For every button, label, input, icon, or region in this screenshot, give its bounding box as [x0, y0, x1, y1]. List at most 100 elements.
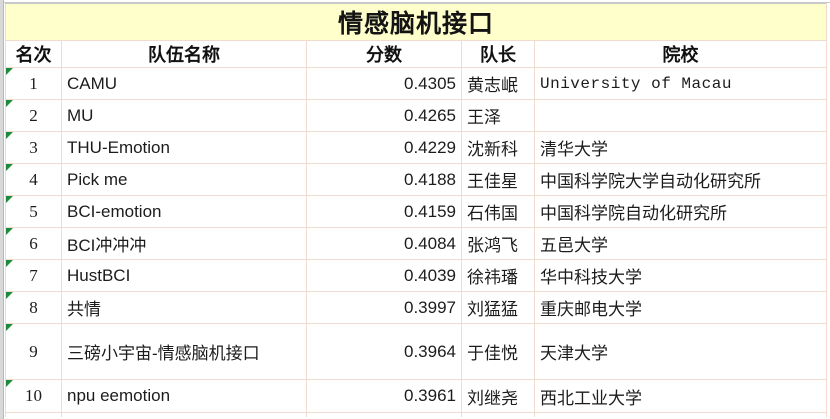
table-row[interactable]: 8 共情 0.3997 刘猛猛 重庆邮电大学 [5, 291, 828, 324]
cell-institution[interactable]: 华中科技大学 [533, 259, 828, 292]
table-row[interactable]: 1 CAMU 0.4305 黄志岷 University of Macau [5, 67, 828, 100]
cell-rank-value: 2 [29, 105, 38, 125]
bottom-cut-row-sliver [5, 412, 828, 417]
cell-team-leader[interactable]: 刘猛猛 [461, 291, 535, 324]
cell-score[interactable]: 0.4305 [306, 67, 462, 100]
error-triangle-icon [6, 324, 13, 331]
cell-rank-value: 7 [29, 265, 38, 285]
cell-team-leader[interactable]: 黄志岷 [461, 67, 535, 100]
cell-team-name[interactable]: CAMU [61, 67, 307, 100]
cell-rank[interactable]: 3 [5, 131, 62, 164]
cell-score[interactable]: 0.3964 [306, 323, 462, 380]
cell-score[interactable]: 0.4188 [306, 163, 462, 196]
title-banner-row: 情感脑机接口 [4, 3, 828, 41]
cell-rank[interactable]: 4 [5, 163, 62, 196]
column-header-org[interactable]: 院校 [533, 40, 828, 68]
cell-institution[interactable]: 天津大学 [533, 323, 828, 380]
sliver-cell [306, 412, 462, 417]
cell-team-leader[interactable]: 沈新科 [461, 131, 535, 164]
cell-rank-value: 6 [29, 233, 38, 253]
cell-team-leader[interactable]: 王泽 [461, 99, 535, 132]
sliver-cell [461, 412, 535, 417]
column-header-score[interactable]: 分数 [306, 40, 462, 68]
cell-institution[interactable]: 重庆邮电大学 [533, 291, 828, 324]
cell-institution[interactable]: University of Macau [533, 67, 828, 100]
table-row[interactable]: 9 三磅小宇宙-情感脑机接口 0.3964 于佳悦 天津大学 [5, 323, 828, 380]
cell-institution[interactable]: 清华大学 [533, 131, 828, 164]
error-triangle-icon [6, 292, 13, 299]
cell-team-leader[interactable]: 张鸿飞 [461, 227, 535, 260]
cell-score[interactable]: 0.4039 [306, 259, 462, 292]
table-row[interactable]: 5 BCI-emotion 0.4159 石伟国 中国科学院自动化研究所 [5, 195, 828, 228]
error-triangle-icon [6, 164, 13, 171]
sliver-cell [533, 412, 828, 417]
table-row[interactable]: 7 HustBCI 0.4039 徐祎璠 华中科技大学 [5, 259, 828, 292]
cell-rank[interactable]: 1 [5, 67, 62, 100]
cell-team-leader[interactable]: 石伟国 [461, 195, 535, 228]
cell-team-name[interactable]: 共情 [61, 291, 307, 324]
cell-institution[interactable]: 中国科学院大学自动化研究所 [533, 163, 828, 196]
cell-team-name[interactable]: npu eemotion [61, 379, 307, 413]
table-row[interactable]: 4 Pick me 0.4188 王佳星 中国科学院大学自动化研究所 [5, 163, 828, 196]
cell-score[interactable]: 0.4084 [306, 227, 462, 260]
sliver-cell [61, 412, 307, 417]
cell-rank-value: 4 [29, 169, 38, 189]
cell-rank-value: 1 [29, 73, 38, 93]
ranking-table: 情感脑机接口 名次 队伍名称 分数 队长 院校 1 CAMU 0.4305 黄志岷 Un… [4, 3, 828, 417]
cell-rank[interactable]: 8 [5, 291, 62, 324]
cell-team-leader[interactable]: 刘继尧 [461, 379, 535, 413]
cell-team-name[interactable]: BCI-emotion [61, 195, 307, 228]
ranking-table-container: 情感脑机接口 名次 队伍名称 分数 队长 院校 1 CAMU 0.4305 黄志岷 Un… [4, 3, 828, 417]
sliver-cell [5, 412, 62, 417]
row-header-gutter[interactable] [0, 0, 4, 419]
error-triangle-icon [6, 380, 13, 387]
cell-team-leader[interactable]: 王佳星 [461, 163, 535, 196]
cell-rank-value: 5 [29, 201, 38, 221]
column-header-team[interactable]: 队伍名称 [61, 40, 307, 68]
error-triangle-icon [6, 260, 13, 267]
error-triangle-icon [6, 132, 13, 139]
column-header-lead[interactable]: 队长 [461, 40, 535, 68]
cell-team-name[interactable]: Pick me [61, 163, 307, 196]
cell-rank-value: 3 [29, 137, 38, 157]
cell-rank-value: 8 [29, 297, 38, 317]
table-row[interactable]: 2 MU 0.4265 王泽 [5, 99, 828, 132]
cell-team-leader[interactable]: 于佳悦 [461, 323, 535, 380]
cell-rank[interactable]: 7 [5, 259, 62, 292]
cell-rank[interactable]: 9 [5, 323, 62, 380]
error-triangle-icon [6, 100, 13, 107]
cell-institution[interactable]: 五邑大学 [533, 227, 828, 260]
cell-score[interactable]: 0.4265 [306, 99, 462, 132]
column-header-rank[interactable]: 名次 [5, 40, 62, 68]
cell-team-name[interactable]: HustBCI [61, 259, 307, 292]
column-header-row: 名次 队伍名称 分数 队长 院校 [5, 40, 828, 68]
cell-rank-value: 9 [29, 341, 38, 361]
cell-team-leader[interactable]: 徐祎璠 [461, 259, 535, 292]
cell-score[interactable]: 0.3997 [306, 291, 462, 324]
cell-score[interactable]: 0.4229 [306, 131, 462, 164]
cell-score[interactable]: 0.4159 [306, 195, 462, 228]
cell-rank-value: 10 [25, 386, 42, 405]
cell-rank[interactable]: 5 [5, 195, 62, 228]
error-triangle-icon [6, 196, 13, 203]
table-row[interactable]: 6 BCI冲冲冲 0.4084 张鸿飞 五邑大学 [5, 227, 828, 260]
cell-rank[interactable]: 2 [5, 99, 62, 132]
error-triangle-icon [6, 68, 13, 75]
cell-score[interactable]: 0.3961 [306, 379, 462, 413]
cell-team-name[interactable]: BCI冲冲冲 [61, 227, 307, 260]
table-row[interactable]: 3 THU-Emotion 0.4229 沈新科 清华大学 [5, 131, 828, 164]
table-row[interactable]: 10 npu eemotion 0.3961 刘继尧 西北工业大学 [5, 379, 828, 413]
ranking-table-body: 情感脑机接口 名次 队伍名称 分数 队长 院校 1 CAMU 0.4305 黄志岷 Un… [4, 3, 828, 417]
cell-team-name[interactable]: MU [61, 99, 307, 132]
cell-team-name[interactable]: THU-Emotion [61, 131, 307, 164]
cell-team-name[interactable]: 三磅小宇宙-情感脑机接口 [61, 323, 307, 380]
cell-rank[interactable]: 6 [5, 227, 62, 260]
cell-rank[interactable]: 10 [5, 379, 62, 413]
error-triangle-icon [6, 228, 13, 235]
cell-institution[interactable] [533, 99, 828, 132]
cell-institution[interactable]: 中国科学院自动化研究所 [533, 195, 828, 228]
cell-institution[interactable]: 西北工业大学 [533, 379, 828, 413]
table-title: 情感脑机接口 [4, 3, 828, 41]
top-cut-row-sliver [0, 0, 830, 3]
